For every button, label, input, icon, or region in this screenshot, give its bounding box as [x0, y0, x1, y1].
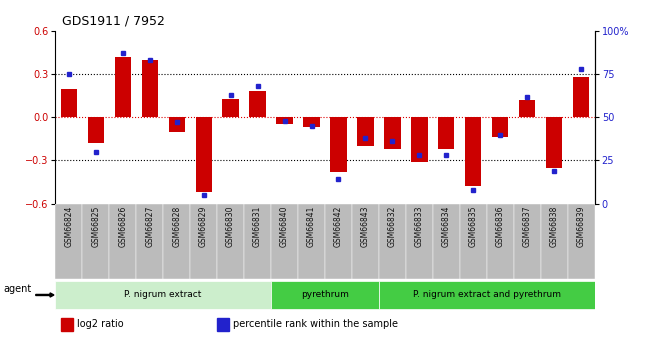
Text: GSM66827: GSM66827 — [145, 206, 154, 247]
Text: P. nigrum extract and pyrethrum: P. nigrum extract and pyrethrum — [413, 290, 561, 299]
Bar — [276, 117, 292, 125]
Text: GSM66830: GSM66830 — [226, 206, 235, 247]
Bar — [325, 204, 352, 279]
Text: percentile rank within the sample: percentile rank within the sample — [233, 319, 398, 329]
Bar — [330, 117, 346, 172]
Text: P. nigrum extract: P. nigrum extract — [124, 290, 202, 299]
Bar — [379, 204, 406, 279]
Bar — [411, 117, 428, 162]
Text: GSM66841: GSM66841 — [307, 206, 316, 247]
Text: GSM66835: GSM66835 — [469, 206, 478, 247]
Bar — [384, 117, 400, 149]
Bar — [250, 91, 266, 117]
Text: GSM66834: GSM66834 — [442, 206, 451, 247]
Bar — [573, 77, 590, 117]
Bar — [519, 100, 536, 117]
Bar — [244, 204, 271, 279]
Text: GSM66824: GSM66824 — [64, 206, 73, 247]
Text: GSM66843: GSM66843 — [361, 206, 370, 247]
Bar — [217, 204, 244, 279]
Text: GSM66829: GSM66829 — [199, 206, 208, 247]
Bar — [358, 117, 374, 146]
Text: GSM66833: GSM66833 — [415, 206, 424, 247]
Text: log2 ratio: log2 ratio — [77, 319, 124, 329]
Text: GSM66838: GSM66838 — [550, 206, 559, 247]
Bar — [190, 204, 217, 279]
Bar — [546, 117, 562, 168]
Bar — [514, 204, 541, 279]
Bar — [55, 204, 83, 279]
Bar — [217, 318, 229, 331]
Text: pyrethrum: pyrethrum — [301, 290, 349, 299]
Bar — [142, 60, 158, 117]
Bar — [352, 204, 379, 279]
Bar — [82, 204, 109, 279]
Bar — [109, 204, 136, 279]
Bar — [568, 204, 595, 279]
Bar — [196, 117, 212, 192]
Bar — [55, 281, 271, 309]
Bar — [460, 204, 487, 279]
Bar — [298, 204, 325, 279]
Text: agent: agent — [3, 284, 31, 294]
Text: GSM66828: GSM66828 — [172, 206, 181, 247]
Text: GSM66826: GSM66826 — [118, 206, 127, 247]
Text: GSM66832: GSM66832 — [388, 206, 397, 247]
Bar — [438, 117, 454, 149]
Text: GSM66831: GSM66831 — [253, 206, 262, 247]
Bar — [379, 281, 595, 309]
Text: GSM66839: GSM66839 — [577, 206, 586, 247]
Bar — [222, 99, 239, 117]
Text: GSM66836: GSM66836 — [496, 206, 505, 247]
Bar — [406, 204, 433, 279]
Bar — [271, 281, 379, 309]
Text: GSM66840: GSM66840 — [280, 206, 289, 247]
Bar — [271, 204, 298, 279]
Text: GSM66842: GSM66842 — [334, 206, 343, 247]
Bar — [60, 89, 77, 117]
Bar — [304, 117, 320, 127]
Bar — [168, 117, 185, 132]
Bar — [88, 117, 104, 143]
Bar — [541, 204, 568, 279]
Bar — [487, 204, 514, 279]
Bar — [433, 204, 460, 279]
Bar — [465, 117, 482, 186]
Bar — [60, 318, 73, 331]
Text: GSM66837: GSM66837 — [523, 206, 532, 247]
Text: GSM66825: GSM66825 — [91, 206, 100, 247]
Bar — [136, 204, 163, 279]
Bar — [492, 117, 508, 137]
Bar — [114, 57, 131, 117]
Text: GDS1911 / 7952: GDS1911 / 7952 — [62, 14, 164, 28]
Bar — [163, 204, 190, 279]
